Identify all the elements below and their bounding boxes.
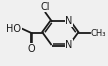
Text: Cl: Cl	[41, 2, 50, 12]
Text: CH₃: CH₃	[91, 29, 106, 38]
Text: N: N	[65, 40, 73, 50]
Text: HO: HO	[6, 24, 21, 34]
Text: O: O	[28, 44, 35, 54]
Text: N: N	[65, 16, 73, 26]
